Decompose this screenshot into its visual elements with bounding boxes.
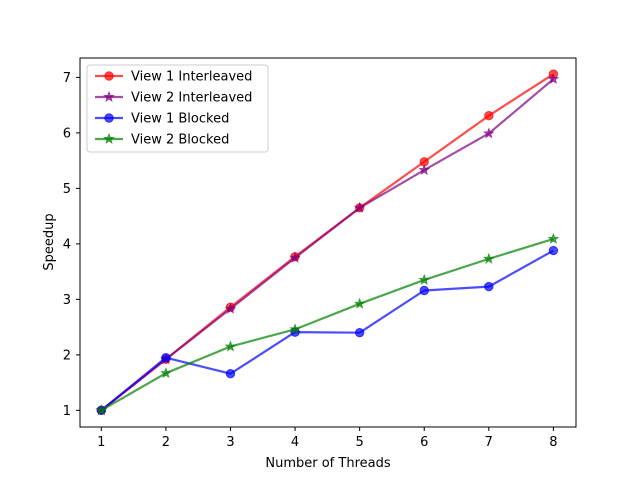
y-tick-label: 5 bbox=[63, 182, 71, 197]
data-point bbox=[224, 340, 237, 352]
legend-item: View 1 Interleaved bbox=[95, 70, 252, 85]
legend-marker bbox=[103, 90, 115, 102]
x-tick-label: 7 bbox=[485, 435, 493, 450]
x-tick-label: 2 bbox=[162, 435, 170, 450]
x-tick-label: 6 bbox=[420, 435, 428, 450]
data-point bbox=[353, 201, 366, 213]
legend: View 1 Interleaved View 2 Interleaved View… bbox=[86, 64, 269, 153]
data-point bbox=[161, 352, 171, 363]
data-point bbox=[289, 323, 301, 335]
y-tick-label: 7 bbox=[63, 71, 71, 86]
data-point bbox=[160, 367, 172, 379]
data-point bbox=[353, 297, 366, 309]
y-tick-label: 1 bbox=[63, 404, 71, 419]
data-point bbox=[484, 281, 494, 292]
series-line bbox=[100, 249, 554, 412]
x-tick-label: 1 bbox=[97, 435, 105, 450]
plot-frame bbox=[79, 57, 577, 428]
legend-label: View 1 Blocked bbox=[131, 112, 229, 127]
data-point bbox=[484, 111, 494, 121]
data-point bbox=[289, 251, 301, 263]
data-point bbox=[224, 302, 237, 314]
legend-label: View 2 Interleaved bbox=[131, 91, 252, 106]
data-point bbox=[548, 245, 559, 256]
series-3 bbox=[96, 245, 559, 416]
x-axis: 1 2 3 4 5 6 7 8 bbox=[97, 427, 558, 450]
data-point bbox=[419, 285, 429, 296]
x-tick-label: 5 bbox=[356, 435, 364, 450]
data-point bbox=[482, 127, 495, 139]
y-tick-label: 6 bbox=[63, 126, 71, 141]
x-tick-label: 8 bbox=[549, 435, 557, 450]
data-point bbox=[354, 327, 365, 338]
data-point bbox=[95, 404, 108, 416]
y-tick-label: 2 bbox=[63, 348, 71, 363]
series-4 bbox=[95, 232, 560, 416]
legend-marker bbox=[103, 132, 115, 144]
y-axis: 1 2 3 4 5 6 7 bbox=[63, 71, 80, 419]
y-tick-label: 3 bbox=[63, 293, 71, 308]
legend-label: View 1 Interleaved bbox=[131, 70, 252, 85]
legend-marker bbox=[104, 113, 114, 123]
data-point bbox=[482, 252, 495, 264]
legend-marker bbox=[104, 71, 114, 81]
series-line bbox=[100, 237, 554, 412]
data-point bbox=[547, 232, 560, 244]
y-tick-label: 4 bbox=[63, 237, 71, 252]
x-axis-label: Number of Threads bbox=[265, 456, 390, 471]
legend-box bbox=[86, 64, 269, 153]
series-line bbox=[100, 78, 555, 412]
data-point bbox=[418, 273, 431, 285]
legend-item: View 2 Interleaved bbox=[95, 91, 252, 106]
data-point bbox=[225, 369, 236, 379]
x-tick-label: 3 bbox=[226, 435, 234, 450]
legend-item: View 2 Blocked bbox=[95, 133, 229, 148]
x-tick-label: 4 bbox=[291, 435, 299, 450]
y-axis-label: Speedup bbox=[42, 213, 57, 270]
data-point bbox=[418, 163, 431, 176]
legend-label: View 2 Blocked bbox=[131, 133, 229, 148]
data-point bbox=[547, 72, 560, 85]
legend-item: View 1 Blocked bbox=[95, 112, 229, 127]
series-layer bbox=[95, 69, 560, 416]
